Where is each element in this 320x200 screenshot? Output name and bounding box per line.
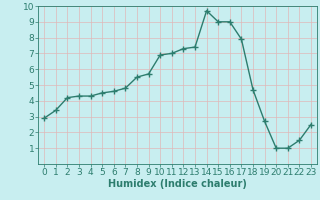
X-axis label: Humidex (Indice chaleur): Humidex (Indice chaleur) — [108, 179, 247, 189]
